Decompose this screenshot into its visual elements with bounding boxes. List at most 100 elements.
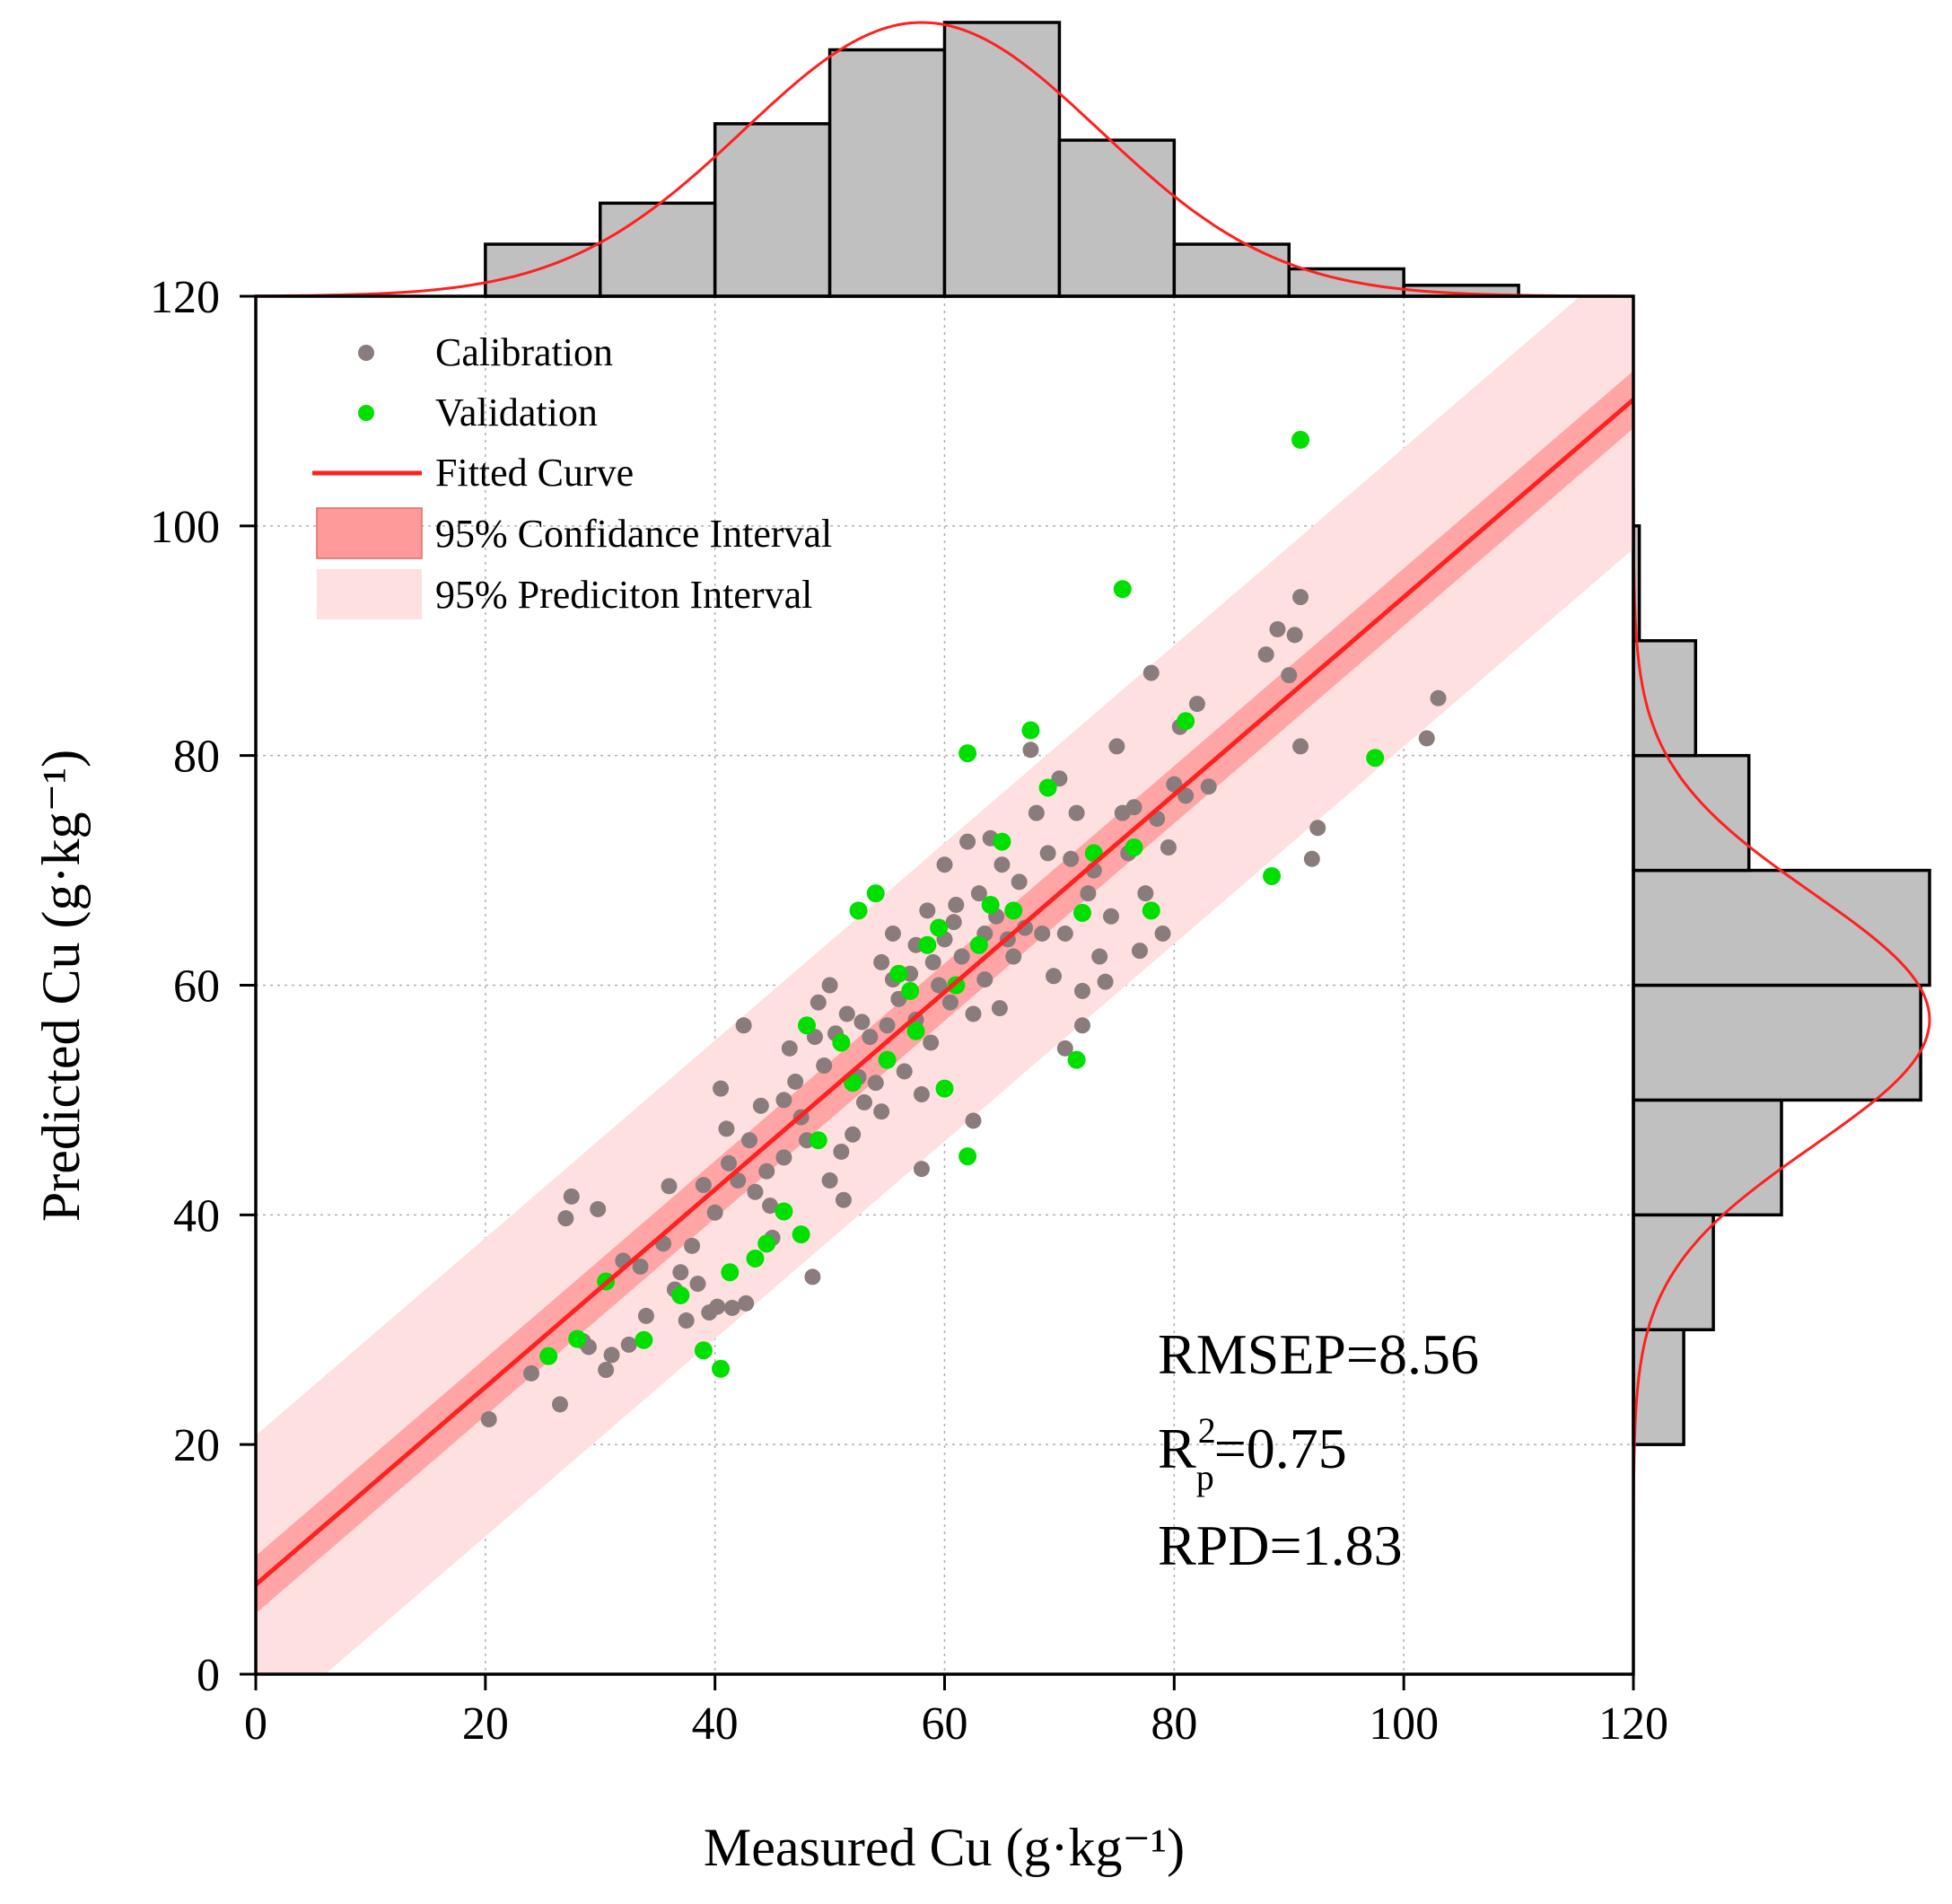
y-tick-label: 80 [173,732,220,783]
plot-area: 0 20 40 60 80 100 120 0 20 40 60 80 100 120 [150,272,1668,1750]
validation-point [969,935,988,954]
legend-calibration-label: Calibration [435,330,613,374]
calibration-point [821,977,838,994]
validation-point [671,1285,690,1304]
x-tick-label: 80 [1151,1698,1197,1750]
calibration-point [931,977,948,994]
rpd-label: RPD=1.83 [1158,1514,1403,1577]
calibration-point [1011,873,1028,891]
validation-point [981,895,1000,914]
calibration-point [994,856,1011,873]
validation-point [1366,749,1385,768]
validation-point [1177,712,1195,731]
x-tick-label: 40 [692,1698,739,1750]
calibration-point [804,1268,821,1285]
calibration-point [695,1177,712,1194]
calibration-point [718,1120,735,1137]
calibration-point [1269,620,1286,637]
x-tick-label: 20 [462,1698,509,1750]
calibration-point [1286,627,1303,644]
calibration-point [1142,664,1160,681]
validation-point [901,981,920,1000]
x-histogram-bar [1172,242,1291,298]
validation-point [792,1225,810,1244]
calibration-point [884,925,901,942]
calibration-point [1039,845,1056,862]
validation-point [958,1147,977,1166]
validation-point [694,1341,713,1360]
y-tick-label: 0 [197,1650,220,1701]
calibration-point [563,1188,580,1205]
validation-point [930,918,949,937]
y-tick-label: 40 [173,1190,220,1242]
validation-point [798,1016,816,1035]
calibration-point [867,1075,884,1092]
x-histogram-bar [942,21,1062,298]
calibration-point [919,902,936,919]
x-histogram-bar [827,48,947,298]
statistics-annotation: RMSEP=8.56 R2 p=0.75 RPD=1.83 [1158,1322,1479,1577]
y-tick-label: 120 [150,272,220,323]
x-tick-label: 60 [922,1698,968,1750]
validation-point [1021,721,1040,740]
r2-superscript: 2 [1198,1410,1216,1451]
calibration-point [965,1112,982,1129]
validation-point [849,901,868,920]
calibration-point [816,1057,833,1075]
validation-point [568,1329,587,1348]
calibration-point [1108,738,1125,755]
calibration-point [603,1347,620,1364]
fitted-curve-line [254,398,1635,1587]
legend-prediction-label: 95% Prediciton Interval [435,573,812,617]
validation-point [712,1359,731,1378]
validation-point [878,1050,897,1069]
validation-point [958,744,977,763]
r2-letter: R [1158,1417,1196,1480]
calibration-point [672,1264,689,1281]
calibration-point [1292,738,1309,755]
calibration-point [1051,770,1068,787]
calibration-point [1046,968,1063,985]
calibration-point [1281,667,1298,684]
legend-confidence-marker [316,507,423,559]
calibration-point [855,1093,872,1110]
validation-point [1073,903,1091,922]
calibration-point [1063,850,1080,867]
calibration-point [1068,804,1085,821]
calibration-point [1309,820,1326,837]
calibration-point [758,1163,775,1180]
validation-points [539,430,1385,1378]
calibration-point [747,1183,764,1200]
calibration-point [1125,799,1142,816]
calibration-point [523,1364,539,1382]
calibration-point [598,1362,615,1379]
y-histogram-bar [1632,1328,1685,1446]
x-histogram-bar [1057,138,1177,298]
validation-point [993,832,1011,851]
validation-point [906,1022,925,1040]
y-histogram-bar [1632,639,1698,758]
calibration-point [557,1210,574,1227]
calibration-point [620,1336,637,1353]
calibration-point [689,1276,706,1293]
legend-prediction-marker [317,569,422,619]
calibration-point [1034,925,1051,942]
calibration-point [941,994,958,1011]
rmsep-label: RMSEP=8.56 [1158,1322,1479,1386]
calibration-point [1154,925,1171,942]
calibration-point [833,1143,850,1160]
validation-point [866,884,885,903]
y-histogram [1632,296,1931,1674]
calibration-point [1177,787,1195,804]
validation-point [809,1131,827,1150]
x-histogram-bar [1287,267,1405,298]
calibration-point [845,1126,862,1143]
calibration-point [1430,689,1447,706]
r2-subscript: p [1196,1457,1214,1497]
y-histogram-bar [1632,983,1922,1102]
calibration-point [1188,696,1205,713]
calibration-point [1074,1017,1090,1034]
legend-calibration-marker [358,345,374,361]
validation-point [1004,901,1023,920]
calibration-point [976,971,994,988]
